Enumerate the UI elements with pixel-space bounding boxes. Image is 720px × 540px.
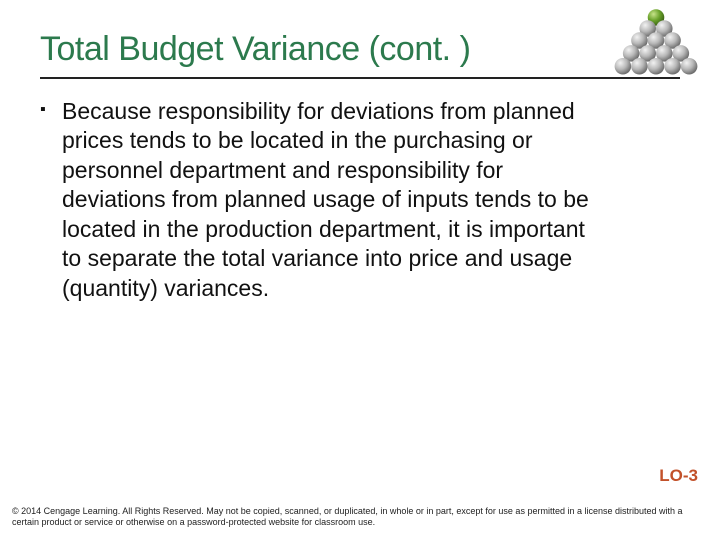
- sphere-pyramid-image: [610, 6, 702, 86]
- bullet-glyph: ▪: [40, 100, 46, 120]
- slide-title: Total Budget Variance (cont. ): [40, 30, 680, 69]
- body-paragraph: ▪ Because responsibility for deviations …: [40, 97, 600, 303]
- title-rule: [40, 77, 680, 79]
- copyright-text: © 2014 Cengage Learning. All Rights Rese…: [12, 506, 708, 528]
- slide: Total Budget Variance (cont. ) ▪ Because…: [0, 0, 720, 540]
- body-text: Because responsibility for deviations fr…: [62, 98, 589, 301]
- learning-objective-label: LO-3: [659, 466, 698, 486]
